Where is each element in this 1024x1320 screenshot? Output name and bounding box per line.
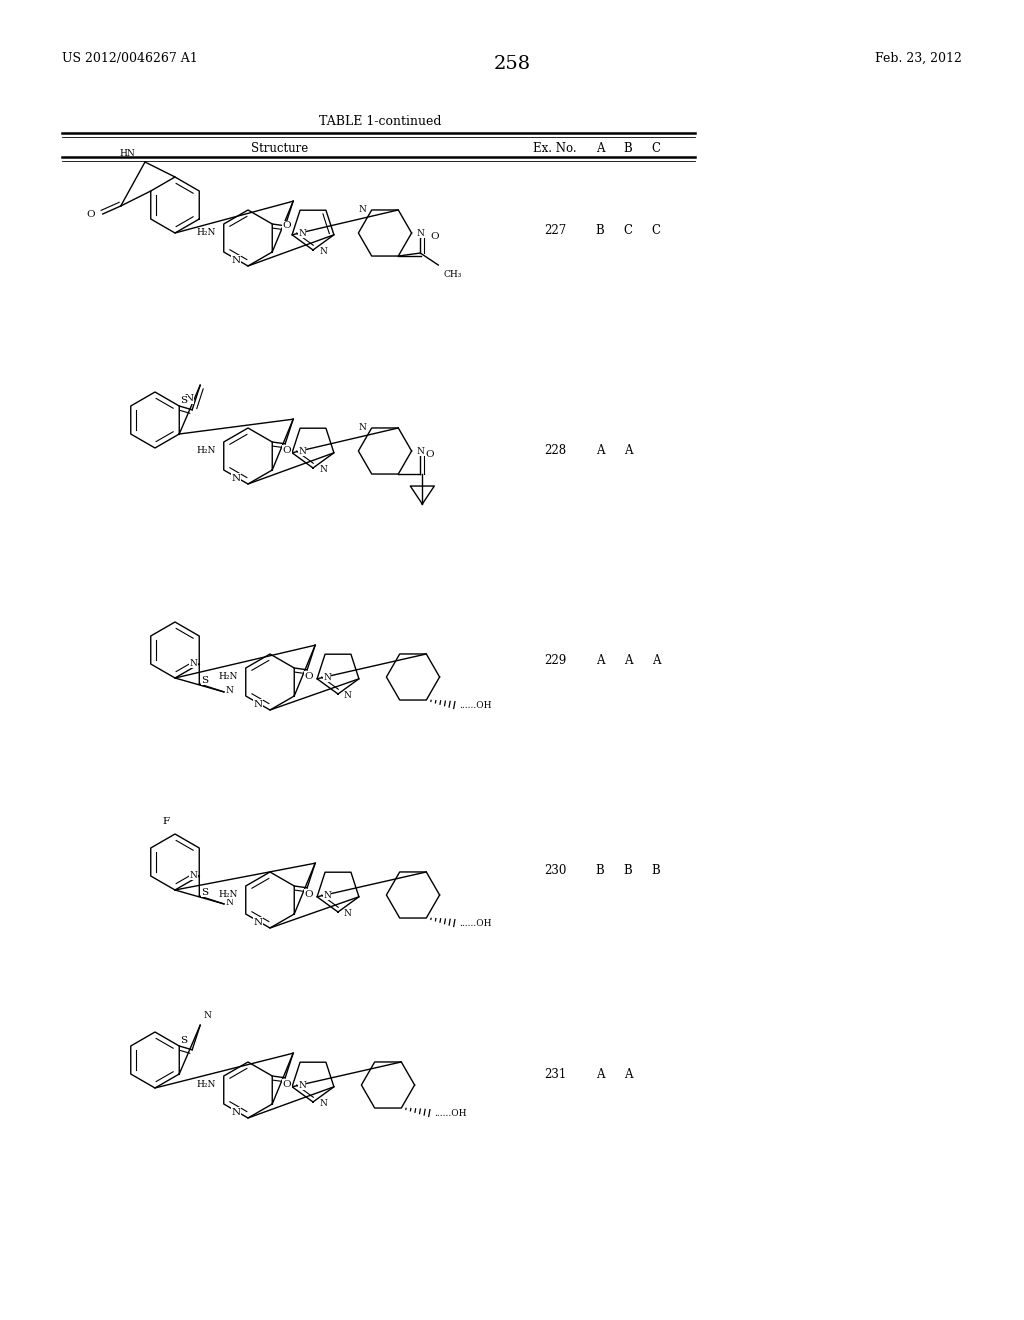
Text: O: O	[305, 672, 313, 681]
Text: H₂N: H₂N	[218, 890, 238, 899]
Text: O: O	[283, 446, 292, 455]
Text: ’’’’’’OH: ’’’’’’OH	[460, 701, 487, 709]
Text: A: A	[596, 444, 604, 457]
Text: ......OH: ......OH	[460, 919, 492, 928]
Text: O: O	[283, 222, 292, 230]
Text: N: N	[324, 673, 331, 682]
Text: 227: 227	[544, 223, 566, 236]
Text: C: C	[624, 223, 633, 236]
Text: H₂N: H₂N	[197, 228, 216, 238]
Text: O: O	[305, 890, 313, 899]
Text: N: N	[344, 690, 352, 700]
Text: O: O	[425, 450, 434, 459]
Text: A: A	[651, 653, 660, 667]
Text: B: B	[624, 141, 633, 154]
Text: N: N	[184, 393, 194, 403]
Text: N: N	[319, 247, 327, 256]
Text: CH₃: CH₃	[443, 271, 462, 279]
Text: N: N	[298, 1081, 306, 1090]
Text: O: O	[86, 210, 95, 219]
Text: 230: 230	[544, 863, 566, 876]
Text: 229: 229	[544, 653, 566, 667]
Text: N: N	[344, 909, 352, 917]
Text: N: N	[231, 1107, 241, 1117]
Text: ......OH: ......OH	[434, 1109, 467, 1118]
Text: HN: HN	[119, 149, 135, 158]
Text: O: O	[430, 232, 439, 242]
Text: A: A	[624, 1068, 632, 1081]
Text: S: S	[180, 1036, 187, 1045]
Text: Feb. 23, 2012: Feb. 23, 2012	[876, 51, 962, 65]
Text: N: N	[319, 465, 327, 474]
Text: A: A	[624, 653, 632, 667]
Text: TABLE 1-continued: TABLE 1-continued	[318, 115, 441, 128]
Text: A: A	[624, 444, 632, 457]
Text: N: N	[189, 871, 198, 880]
Text: 228: 228	[544, 444, 566, 457]
Text: N: N	[231, 256, 241, 265]
Text: H₂N: H₂N	[197, 446, 216, 455]
Text: B: B	[596, 863, 604, 876]
Text: B: B	[596, 223, 604, 236]
Text: 258: 258	[494, 55, 530, 73]
Text: N: N	[189, 659, 198, 668]
Text: N: N	[417, 228, 425, 238]
Text: S: S	[180, 396, 187, 405]
Text: N: N	[226, 898, 233, 907]
Text: C: C	[651, 223, 660, 236]
Text: S: S	[202, 676, 209, 685]
Text: N: N	[254, 917, 263, 927]
Text: S: S	[202, 888, 209, 896]
Text: A: A	[596, 1068, 604, 1081]
Text: N: N	[203, 1011, 211, 1020]
Text: ......OH: ......OH	[460, 701, 492, 710]
Text: C: C	[651, 141, 660, 154]
Text: F: F	[163, 817, 170, 826]
Text: N: N	[417, 446, 425, 455]
Text: A: A	[596, 141, 604, 154]
Text: N: N	[226, 686, 233, 694]
Text: Ex. No.: Ex. No.	[534, 141, 577, 154]
Text: 231: 231	[544, 1068, 566, 1081]
Text: O: O	[283, 1080, 292, 1089]
Text: Structure: Structure	[251, 141, 308, 154]
Text: N: N	[231, 474, 241, 483]
Text: A: A	[596, 653, 604, 667]
Text: N: N	[298, 446, 306, 455]
Text: H₂N: H₂N	[218, 672, 238, 681]
Text: N: N	[324, 891, 331, 900]
Text: B: B	[624, 863, 633, 876]
Text: H₂N: H₂N	[197, 1080, 216, 1089]
Text: N: N	[319, 1100, 327, 1107]
Text: N: N	[358, 424, 367, 433]
Text: N: N	[358, 206, 367, 214]
Text: N: N	[298, 228, 306, 238]
Text: N: N	[254, 700, 263, 709]
Text: US 2012/0046267 A1: US 2012/0046267 A1	[62, 51, 198, 65]
Text: B: B	[651, 863, 660, 876]
